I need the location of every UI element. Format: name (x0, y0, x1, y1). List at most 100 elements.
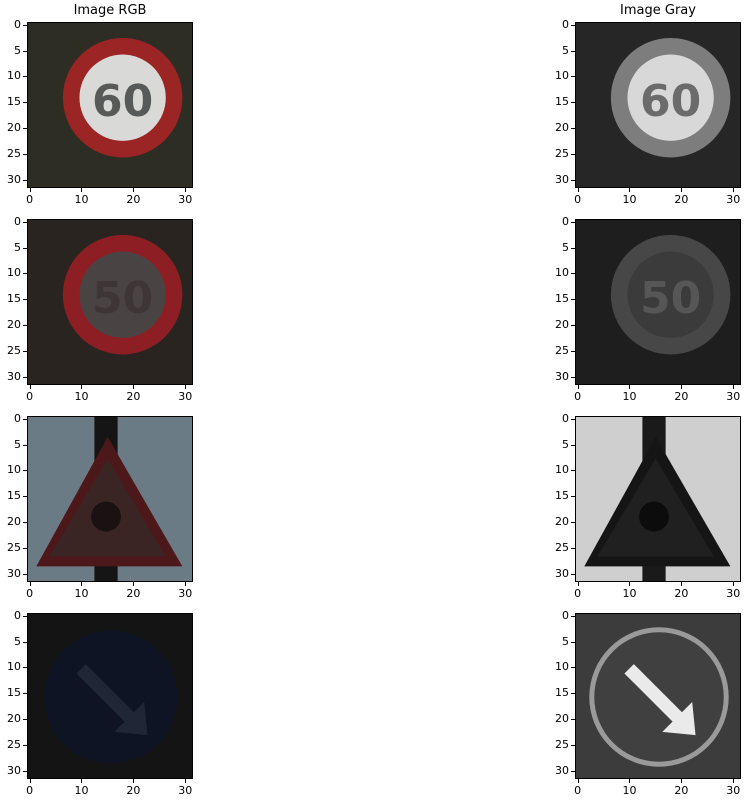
y-tick-label: 20 (555, 712, 569, 726)
y-tick-label: 25 (7, 344, 21, 358)
x-tick-label: 20 (126, 784, 141, 797)
sign-inner (79, 54, 166, 141)
panel-title: Image RGB (73, 3, 147, 18)
y-tick-mark (23, 548, 27, 550)
y-tick-mark (571, 667, 575, 669)
x-tick-mark (133, 582, 135, 586)
sign-number: 60 (640, 76, 701, 127)
y-tick-mark (571, 325, 575, 327)
x-tick-label: 20 (674, 784, 689, 797)
y-tick-label: 10 (7, 266, 21, 280)
y-tick-mark (571, 180, 575, 182)
x-tick-mark (577, 582, 579, 586)
y-tick-mark (571, 154, 575, 156)
sign-arrow-head (662, 701, 696, 736)
y-tick-mark (571, 128, 575, 130)
y-tick-label: 10 (555, 69, 569, 83)
x-tick-mark (29, 188, 31, 192)
y-tick-mark (23, 351, 27, 353)
x-tick-mark (629, 188, 631, 192)
y-tick-label: 0 (562, 17, 569, 31)
y-tick-mark (571, 771, 575, 773)
y-tick-label: 0 (562, 608, 569, 622)
x-tick-label: 10 (622, 390, 637, 403)
sign-number: 50 (92, 273, 153, 324)
sign-symbol (91, 501, 121, 532)
y-tick-mark (571, 102, 575, 104)
y-tick-mark (23, 745, 27, 747)
y-tick-label: 25 (555, 738, 569, 752)
y-tick-mark (23, 273, 27, 275)
x-tick-mark (185, 582, 187, 586)
image-rgb-panel (27, 416, 193, 582)
y-tick-label: 15 (7, 489, 21, 503)
image-gray-panel: 50 (575, 219, 741, 385)
x-tick-label: 0 (574, 784, 582, 797)
y-tick-label: 0 (14, 214, 21, 228)
x-tick-mark (733, 779, 735, 783)
y-tick-mark (23, 693, 27, 695)
x-tick-label: 30 (178, 193, 193, 206)
y-tick-mark (23, 50, 27, 52)
x-tick-label: 20 (126, 193, 141, 206)
y-tick-mark (23, 470, 27, 472)
x-tick-mark (577, 188, 579, 192)
x-tick-label: 10 (622, 784, 637, 797)
x-tick-mark (29, 582, 31, 586)
y-tick-mark (571, 641, 575, 643)
y-tick-label: 15 (555, 95, 569, 109)
y-tick-label: 25 (7, 738, 21, 752)
y-tick-label: 5 (14, 634, 21, 648)
sign-inner (79, 251, 166, 338)
y-tick-mark (571, 50, 575, 52)
y-tick-mark (571, 496, 575, 498)
x-tick-mark (681, 385, 683, 389)
y-tick-label: 30 (7, 173, 21, 187)
sign-number: 50 (640, 273, 701, 324)
y-tick-label: 25 (555, 147, 569, 161)
y-tick-label: 10 (555, 660, 569, 674)
x-tick-mark (81, 385, 83, 389)
y-tick-label: 20 (7, 121, 21, 135)
x-tick-label: 0 (574, 390, 582, 403)
y-tick-mark (571, 221, 575, 223)
y-tick-mark (23, 247, 27, 249)
y-tick-mark (23, 377, 27, 379)
y-tick-mark (571, 548, 575, 550)
x-tick-mark (629, 582, 631, 586)
x-tick-label: 10 (622, 587, 637, 600)
y-tick-mark (23, 522, 27, 524)
y-tick-mark (571, 574, 575, 576)
y-tick-mark (571, 444, 575, 446)
y-tick-mark (571, 615, 575, 617)
x-tick-label: 20 (126, 587, 141, 600)
y-tick-mark (571, 470, 575, 472)
y-tick-mark (23, 574, 27, 576)
y-tick-mark (23, 641, 27, 643)
y-tick-mark (571, 693, 575, 695)
y-tick-label: 30 (555, 567, 569, 581)
x-tick-mark (577, 385, 579, 389)
x-tick-mark (81, 779, 83, 783)
y-tick-mark (571, 351, 575, 353)
y-tick-label: 25 (7, 147, 21, 161)
y-tick-label: 20 (7, 515, 21, 529)
y-tick-label: 30 (7, 567, 21, 581)
y-tick-label: 15 (7, 95, 21, 109)
y-tick-mark (571, 76, 575, 78)
y-tick-mark (23, 180, 27, 182)
image-rgb-panel: 60 (27, 22, 193, 188)
y-tick-label: 0 (562, 214, 569, 228)
x-tick-label: 10 (74, 784, 89, 797)
y-tick-label: 20 (7, 712, 21, 726)
y-tick-label: 5 (14, 437, 21, 451)
y-tick-label: 10 (7, 660, 21, 674)
y-tick-label: 0 (562, 411, 569, 425)
x-tick-label: 30 (726, 587, 741, 600)
x-tick-label: 0 (26, 193, 34, 206)
x-tick-label: 30 (178, 587, 193, 600)
x-tick-mark (133, 779, 135, 783)
x-tick-label: 0 (26, 390, 34, 403)
y-tick-mark (571, 24, 575, 26)
y-tick-label: 30 (555, 370, 569, 384)
